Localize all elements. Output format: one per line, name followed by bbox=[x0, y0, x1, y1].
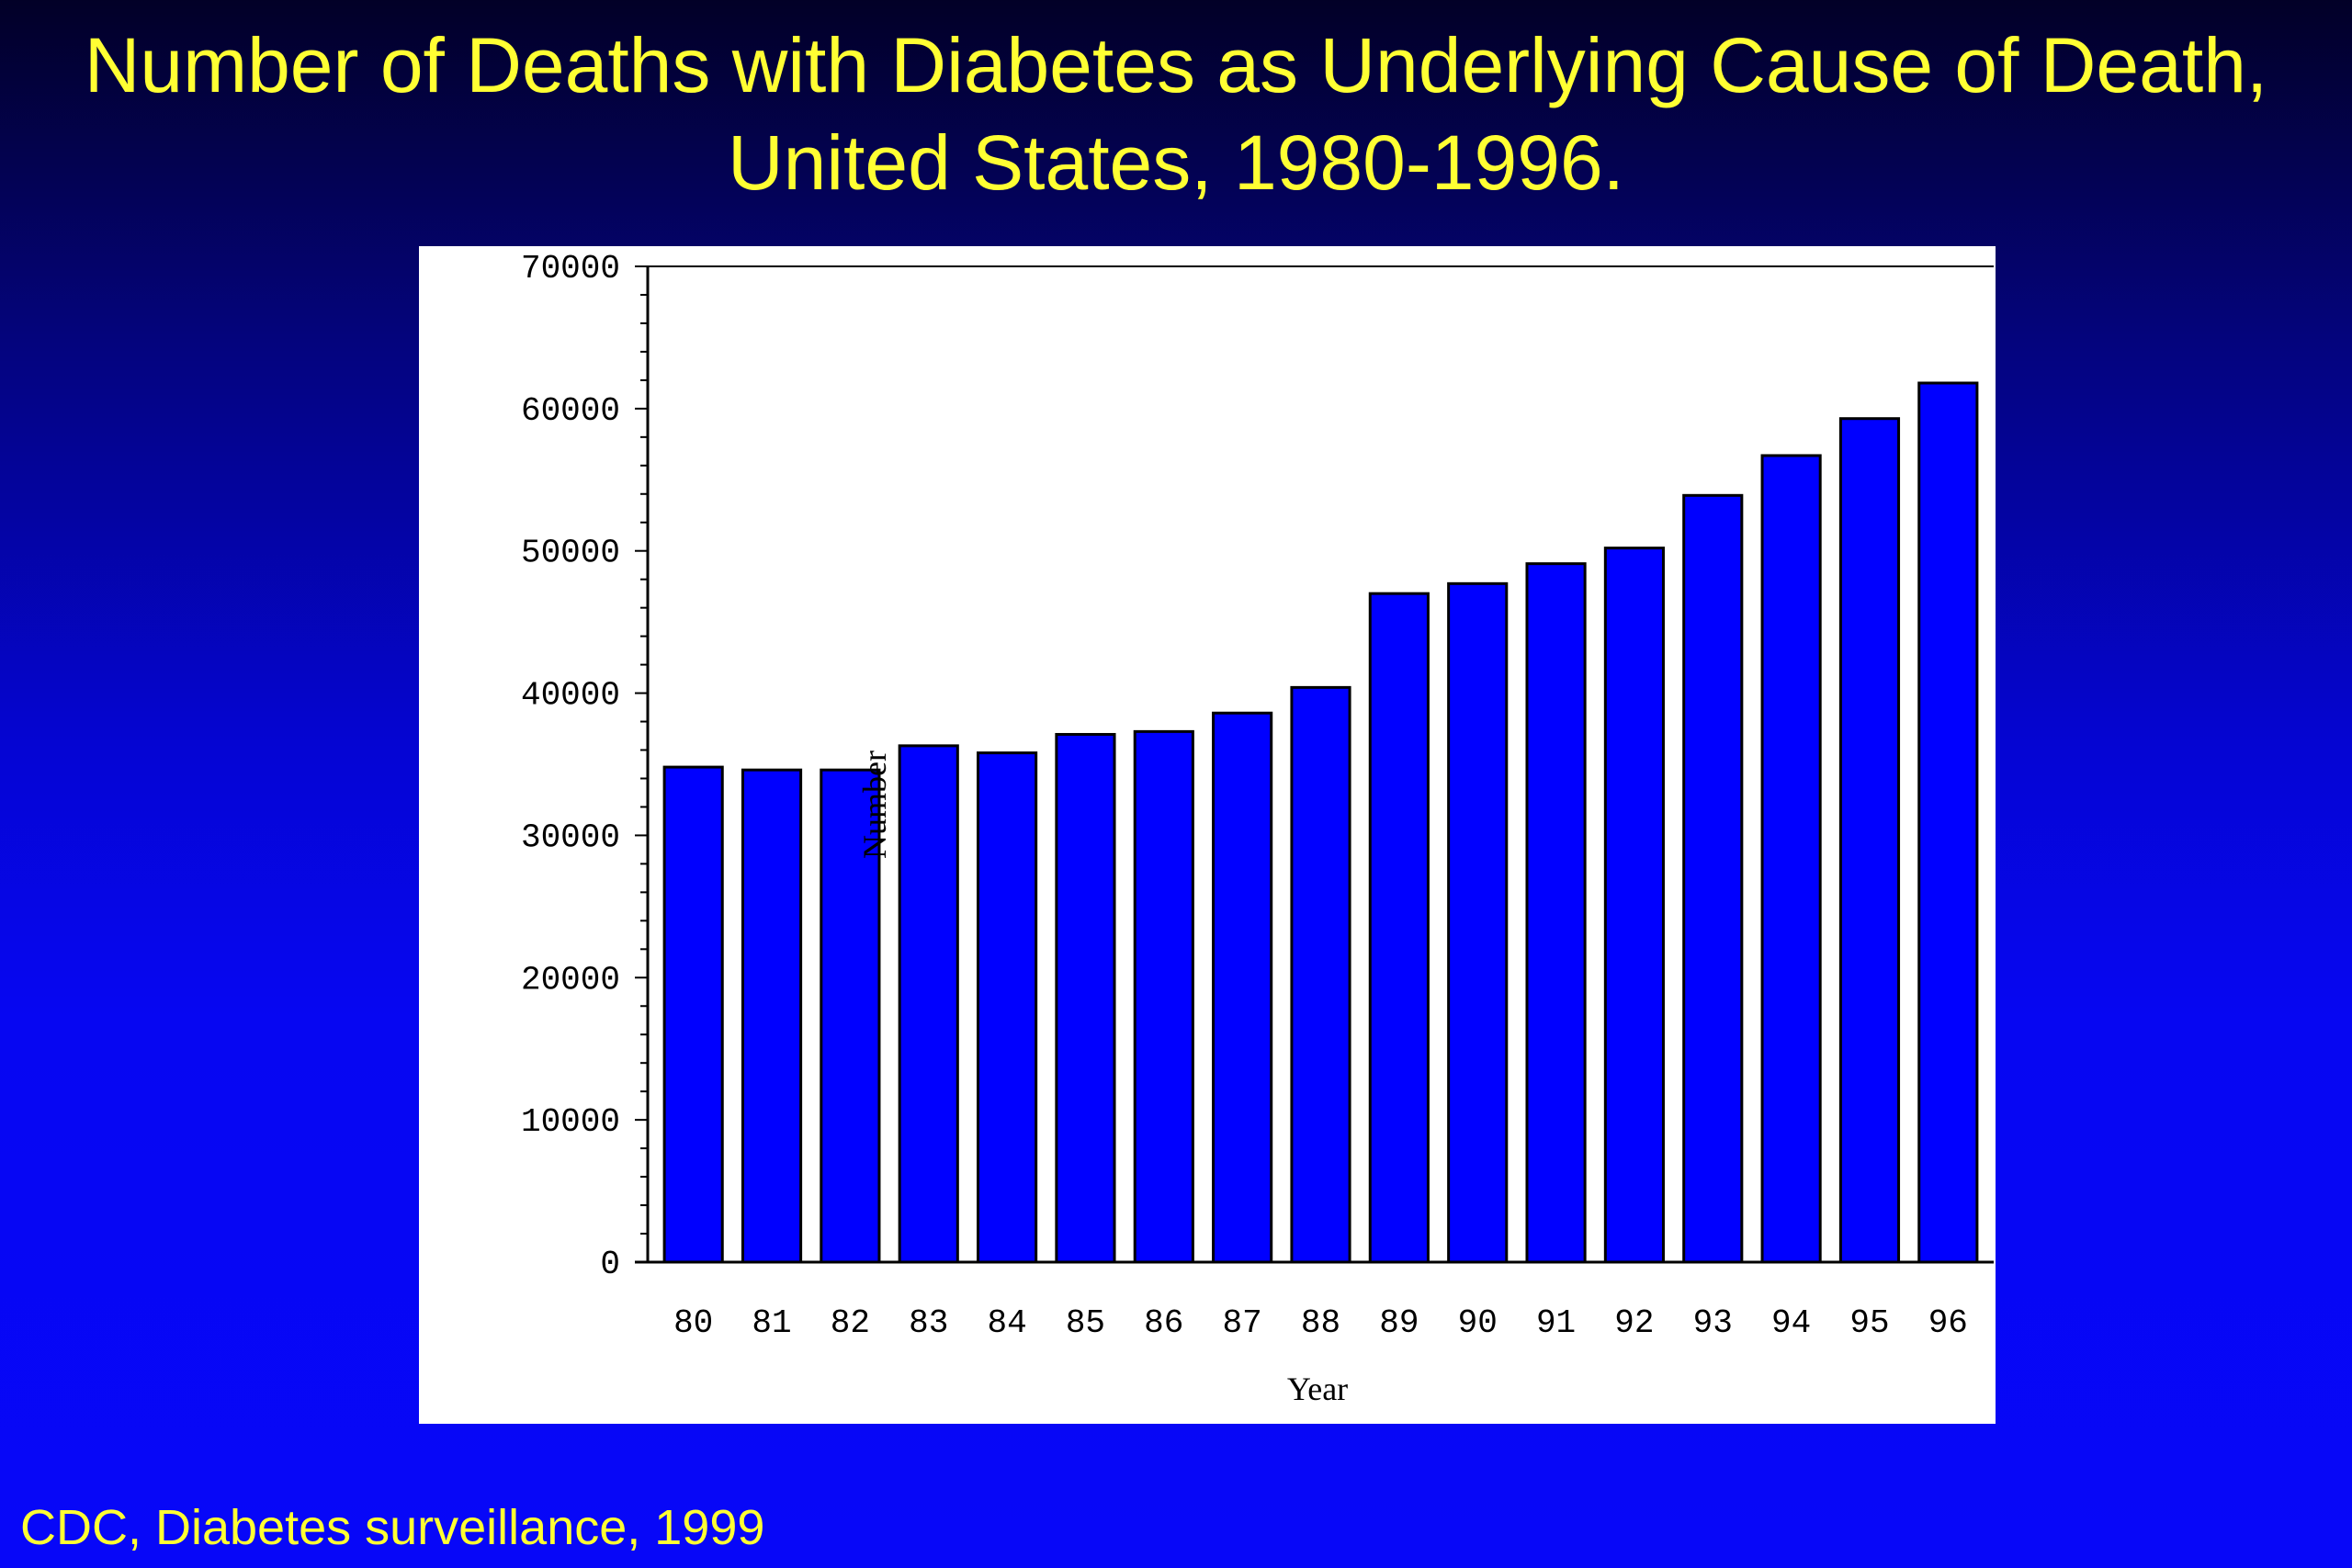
y-tick-label: 20000 bbox=[521, 961, 620, 998]
x-tick-label: 84 bbox=[987, 1304, 1026, 1342]
bar bbox=[1838, 417, 1901, 1264]
x-axis: 80 81 82 83 84 85 86 87 88 89 90 91 92 93 94 95 96 bbox=[635, 1260, 1994, 1342]
bar bbox=[1603, 547, 1665, 1264]
y-axis-label: Number bbox=[856, 750, 893, 859]
slide-title: Number of Deaths with Diabetes as Underl… bbox=[0, 17, 2352, 211]
bar bbox=[1447, 581, 1509, 1264]
bar bbox=[1055, 732, 1116, 1264]
x-tick-label: 90 bbox=[1458, 1304, 1498, 1342]
x-tick-label: 83 bbox=[909, 1304, 948, 1342]
x-tick-label: 87 bbox=[1223, 1304, 1262, 1342]
bar bbox=[1917, 381, 1979, 1264]
x-tick-label: 96 bbox=[1928, 1304, 1968, 1342]
bar bbox=[1525, 562, 1587, 1264]
x-tick-label: 92 bbox=[1614, 1304, 1654, 1342]
x-tick-label: 93 bbox=[1693, 1304, 1733, 1342]
bar bbox=[1682, 493, 1744, 1264]
y-tick-label: 0 bbox=[600, 1246, 620, 1283]
x-tick-label: 81 bbox=[752, 1304, 791, 1342]
y-tick-label: 70000 bbox=[521, 250, 620, 288]
x-axis-label: Year bbox=[1287, 1371, 1348, 1407]
bar bbox=[1368, 592, 1430, 1264]
slide-title-line-2: United States, 1980-1996. bbox=[727, 119, 1624, 206]
bar bbox=[977, 751, 1038, 1264]
y-tick-label: 40000 bbox=[521, 677, 620, 715]
bar bbox=[1760, 454, 1822, 1264]
bar bbox=[1290, 685, 1351, 1264]
bar bbox=[662, 765, 724, 1264]
bar bbox=[741, 768, 803, 1264]
x-tick-label: 86 bbox=[1144, 1304, 1183, 1342]
bar bbox=[1212, 711, 1273, 1264]
bars bbox=[662, 381, 1979, 1264]
chart-panel: 0 10000 20000 30000 40000 50000 60000 70000 80 8… bbox=[419, 246, 1996, 1424]
bar bbox=[820, 768, 881, 1264]
slide-title-line-1: Number of Deaths with Diabetes as Underl… bbox=[84, 22, 2268, 108]
x-tick-label: 95 bbox=[1849, 1304, 1889, 1342]
x-tick-label: 88 bbox=[1301, 1304, 1340, 1342]
y-tick-label: 50000 bbox=[521, 535, 620, 572]
bar bbox=[1133, 729, 1194, 1264]
source-note: CDC, Diabetes surveillance, 1999 bbox=[20, 1500, 765, 1555]
y-tick-label: 10000 bbox=[521, 1103, 620, 1141]
x-tick-label: 89 bbox=[1379, 1304, 1419, 1342]
x-tick-label: 82 bbox=[831, 1304, 870, 1342]
x-tick-label: 91 bbox=[1536, 1304, 1576, 1342]
y-axis: 0 10000 20000 30000 40000 50000 60000 70000 bbox=[521, 250, 1994, 1283]
y-tick-label: 60000 bbox=[521, 392, 620, 430]
x-tick-label: 85 bbox=[1066, 1304, 1105, 1342]
x-tick-label: 94 bbox=[1771, 1304, 1811, 1342]
x-tick-label: 80 bbox=[673, 1304, 713, 1342]
y-tick-label: 30000 bbox=[521, 818, 620, 856]
bar bbox=[898, 744, 959, 1264]
